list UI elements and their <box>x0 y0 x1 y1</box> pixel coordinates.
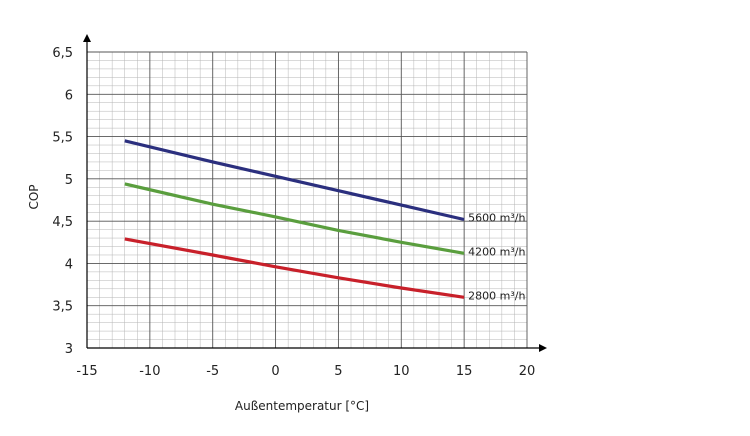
y-tick-label: 3 <box>65 342 73 357</box>
major-grid <box>86 51 528 349</box>
y-tick-label: 4 <box>65 257 73 272</box>
series-lines <box>124 139 465 299</box>
x-tick-label: 15 <box>456 364 473 379</box>
minor-grid <box>87 52 527 348</box>
y-tick-label: 6 <box>65 88 73 103</box>
series-line <box>124 182 465 255</box>
x-tick-label: 0 <box>271 364 279 379</box>
x-tick-label: -15 <box>76 364 97 379</box>
x-tick-label: -10 <box>139 364 160 379</box>
x-axis-label: Außentemperatur [°C] <box>235 399 369 413</box>
series-line <box>124 237 465 299</box>
y-tick-label: 5,5 <box>52 131 73 146</box>
x-tick-label: 10 <box>393 364 410 379</box>
tick-labels: -15 -10 -5 0 5 10 15 20 3 3,5 4 4,5 5 5,5 6 6,5 <box>52 46 535 379</box>
y-tick-label: 6,5 <box>52 46 73 61</box>
x-tick-label: 5 <box>334 364 342 379</box>
series-label: 2800 m³/h <box>468 289 525 302</box>
series-label: 4200 m³/h <box>468 245 525 258</box>
y-axis-label: COP <box>27 184 41 209</box>
y-tick-label: 3,5 <box>52 300 73 315</box>
y-tick-label: 4,5 <box>52 215 73 230</box>
y-tick-label: 5 <box>65 173 73 188</box>
axes <box>83 34 547 352</box>
series-labels: 5600 m³/h 4200 m³/h 2800 m³/h <box>468 211 525 302</box>
x-axis-arrow <box>539 344 547 352</box>
x-tick-label: 20 <box>519 364 536 379</box>
y-axis-arrow <box>83 34 91 42</box>
series-label: 5600 m³/h <box>468 211 525 224</box>
series-line <box>124 139 465 222</box>
x-tick-label: -5 <box>206 364 219 379</box>
